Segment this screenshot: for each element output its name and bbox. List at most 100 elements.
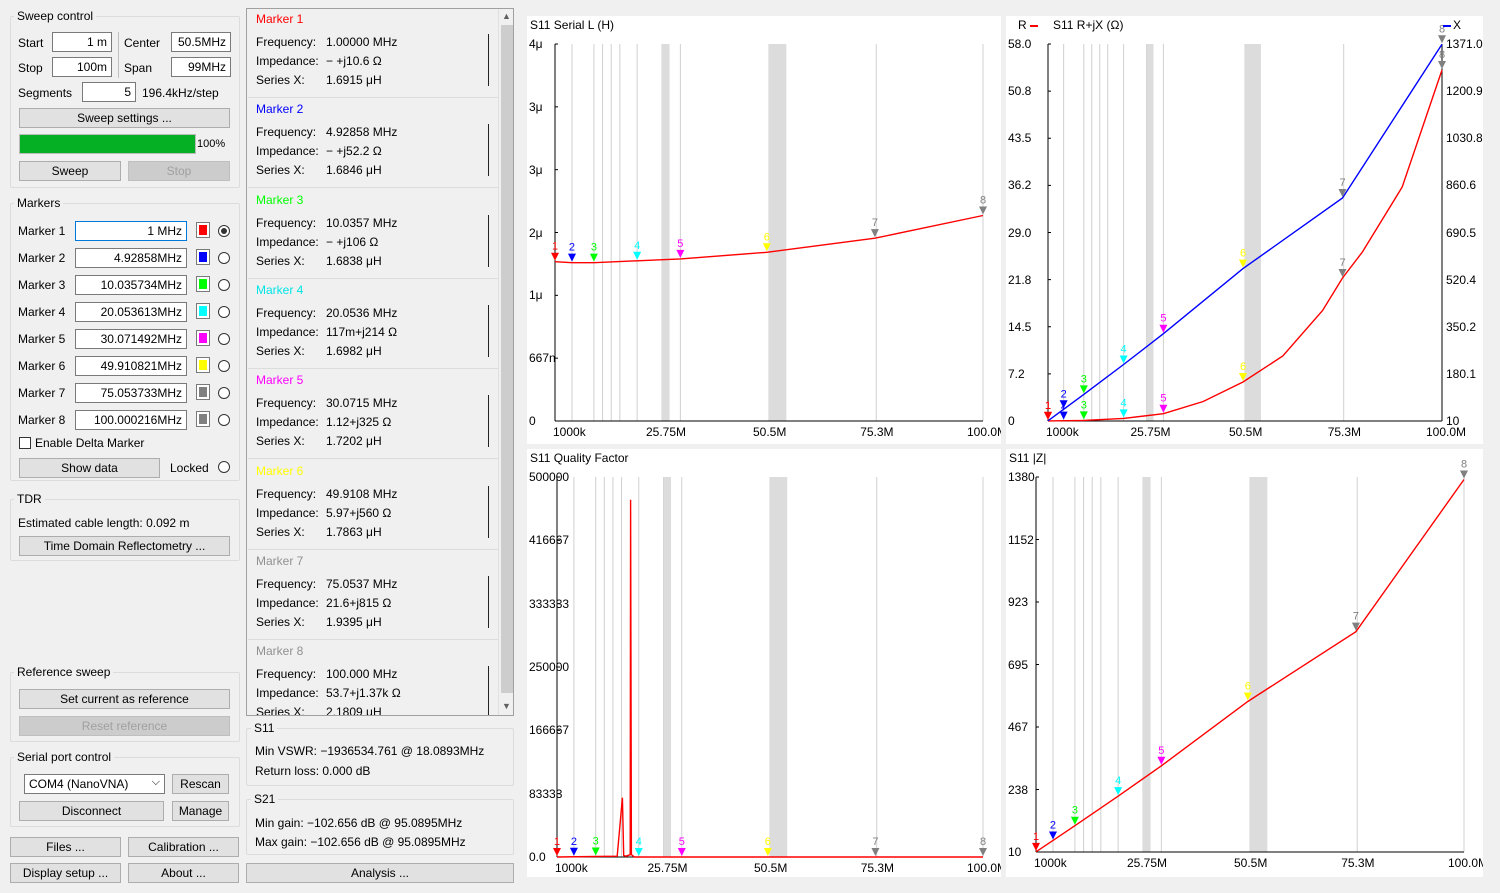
marker-triangle[interactable] <box>1119 355 1128 364</box>
marker-triangle[interactable] <box>1159 404 1168 413</box>
marker-triangle[interactable] <box>1239 259 1248 268</box>
marker-select-radio[interactable] <box>218 306 230 318</box>
marker-select-radio[interactable] <box>218 333 230 345</box>
marker-triangle[interactable] <box>1438 61 1446 69</box>
marker-card-divider <box>488 304 489 357</box>
marker-triangle[interactable] <box>676 249 685 258</box>
marker-triangle[interactable] <box>1338 189 1347 198</box>
marker-triangle[interactable] <box>1059 400 1068 409</box>
marker-triangle[interactable] <box>591 847 600 856</box>
marker-color-button[interactable] <box>196 384 210 400</box>
manage-button[interactable]: Manage <box>172 801 229 821</box>
marker-triangle[interactable] <box>567 253 576 262</box>
marker-triangle[interactable] <box>569 847 578 856</box>
marker-triangle[interactable] <box>1338 269 1347 277</box>
marker-triangle[interactable] <box>633 251 642 260</box>
marker-frequency-input[interactable]: 4.92858MHz <box>75 248 187 268</box>
marker-triangle[interactable] <box>1460 470 1468 479</box>
stop-input[interactable]: 100m <box>52 57 112 77</box>
scroll-down-icon[interactable]: ▼ <box>502 701 511 711</box>
display-setup-button[interactable]: Display setup ... <box>10 863 121 883</box>
marker-color-button[interactable] <box>196 330 210 346</box>
marker-frequency-input[interactable]: 1 MHz <box>75 221 187 241</box>
marker-triangle[interactable] <box>553 848 561 856</box>
marker-color-button[interactable] <box>196 411 210 427</box>
marker-triangle[interactable] <box>870 229 879 238</box>
marker-triangle[interactable] <box>1032 842 1040 851</box>
marker-triangle[interactable] <box>551 252 559 261</box>
rescan-button[interactable]: Rescan <box>172 774 229 794</box>
marker-triangle[interactable] <box>1070 816 1079 825</box>
marker-select-radio[interactable] <box>218 225 230 237</box>
marker-number-label: 5 <box>1160 313 1166 325</box>
center-input[interactable]: 50.5MHz <box>171 32 231 52</box>
marker-number-label: 1 <box>1045 400 1051 412</box>
marker-triangle[interactable] <box>589 253 598 262</box>
marker-select-radio[interactable] <box>218 387 230 399</box>
marker-triangle[interactable] <box>1243 692 1252 701</box>
disconnect-button[interactable]: Disconnect <box>19 801 164 821</box>
y-tick-label: 0 <box>529 414 536 428</box>
chart-r-jx[interactable]: 1122334455667788S11 R+jX (Ω)1000k25.75M5… <box>1006 16 1483 444</box>
calibration-button[interactable]: Calibration ... <box>128 837 239 857</box>
about-button[interactable]: About ... <box>128 863 239 883</box>
marker-frequency-input[interactable]: 10.035734MHz <box>75 275 187 295</box>
port-select[interactable]: COM4 (NanoVNA) ⌵ <box>24 774 165 794</box>
marker-triangle[interactable] <box>979 848 987 856</box>
start-input[interactable]: 1 m <box>52 32 112 52</box>
marker-frequency-input[interactable]: 100.000216MHz <box>75 410 187 430</box>
marker-triangle[interactable] <box>1351 622 1360 631</box>
marker-frequency-input[interactable]: 30.071492MHz <box>75 329 187 349</box>
sweep-button[interactable]: Sweep <box>19 161 121 181</box>
marker-select-radio[interactable] <box>218 360 230 372</box>
marker-color-button[interactable] <box>196 357 210 373</box>
scroll-up-icon[interactable]: ▲ <box>502 11 511 21</box>
marker-frequency-input[interactable]: 49.910821MHz <box>75 356 187 376</box>
segments-input[interactable]: 5 <box>82 82 136 102</box>
marker-triangle[interactable] <box>762 243 771 252</box>
marker-select-radio[interactable] <box>218 279 230 291</box>
marker-color-button[interactable] <box>196 249 210 265</box>
marker-triangle[interactable] <box>1119 409 1128 418</box>
scroll-thumb[interactable] <box>501 25 513 693</box>
marker-triangle[interactable] <box>1044 411 1052 420</box>
marker-select-radio[interactable] <box>218 252 230 264</box>
marker-triangle[interactable] <box>1079 385 1088 394</box>
marker-triangle[interactable] <box>871 848 880 856</box>
files-button[interactable]: Files ... <box>10 837 121 857</box>
span-input[interactable]: 99MHz <box>171 57 231 77</box>
sweep-settings-button[interactable]: Sweep settings ... <box>19 108 230 128</box>
reset-reference-button[interactable]: Reset reference <box>19 716 230 736</box>
marker-triangle[interactable] <box>634 848 643 856</box>
marker-triangle[interactable] <box>1048 831 1057 840</box>
marker-triangle[interactable] <box>677 848 686 856</box>
marker-number-label: 8 <box>980 836 986 848</box>
marker-panel-scrollbar[interactable]: ▲ ▼ <box>498 9 513 715</box>
show-data-button[interactable]: Show data <box>19 458 160 478</box>
set-reference-button[interactable]: Set current as reference <box>19 689 230 709</box>
marker-triangle[interactable] <box>763 848 772 856</box>
marker-color-button[interactable] <box>196 222 210 238</box>
marker-triangle[interactable] <box>1059 411 1068 420</box>
marker-triangle[interactable] <box>1438 35 1446 44</box>
chart-serial-l[interactable]: 1 2 3 4 5 6 7 8 S11 Serial L (H) 1000k 25.75M 50.5M… <box>527 16 1001 444</box>
analysis-button[interactable]: Analysis ... <box>246 863 514 883</box>
marker-color-button[interactable] <box>196 276 210 292</box>
marker-details-panel[interactable]: Marker 1 Frequency: 1.00000 MHz Impedance: −… <box>246 8 514 716</box>
marker-frequency-input[interactable]: 20.053613MHz <box>75 302 187 322</box>
marker-select-radio[interactable] <box>218 414 230 426</box>
stop-button[interactable]: Stop <box>128 161 230 181</box>
locked-radio[interactable] <box>218 461 230 473</box>
marker-triangle[interactable] <box>979 206 987 215</box>
tdr-button[interactable]: Time Domain Reflectometry ... <box>19 536 230 556</box>
marker-triangle[interactable] <box>1114 787 1123 796</box>
marker-triangle[interactable] <box>1239 373 1248 381</box>
marker-triangle[interactable] <box>1157 756 1166 765</box>
marker-triangle[interactable] <box>1159 324 1168 333</box>
chart-impedance-magnitude[interactable]: 1 2 3 4 5 6 7 8 S11 |Z| 1000k 25.75M 50.5M 75.3M 100.… <box>1006 449 1483 877</box>
marker-color-button[interactable] <box>196 303 210 319</box>
marker-triangle[interactable] <box>1079 411 1088 420</box>
chart-quality-factor[interactable]: 1 2 3 4 5 6 7 8 S11 Quality Factor 1000k 25.75M 50.… <box>527 449 1001 877</box>
marker-frequency-input[interactable]: 75.053733MHz <box>75 383 187 403</box>
delta-marker-checkbox[interactable] <box>19 437 31 449</box>
